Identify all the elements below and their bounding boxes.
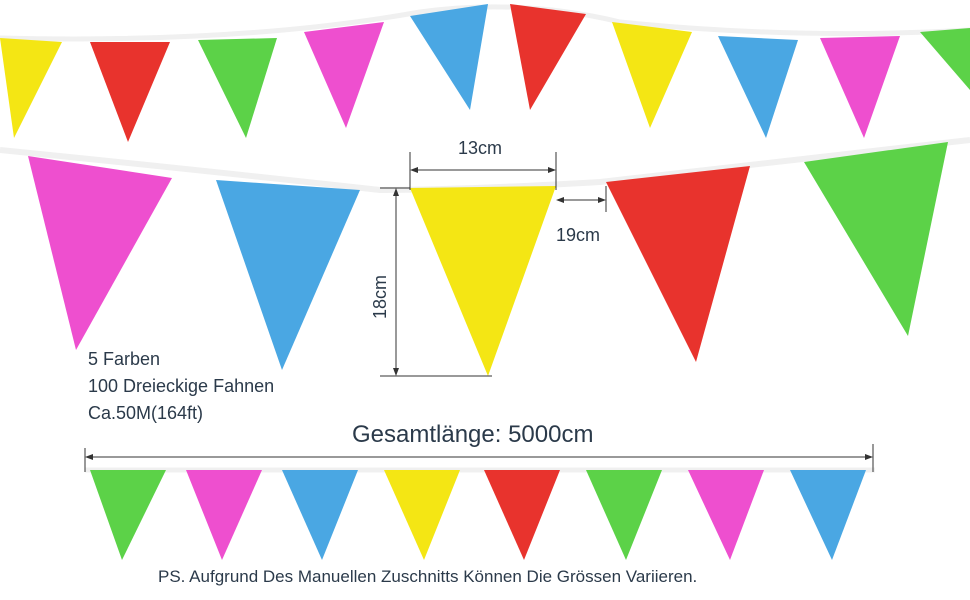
flag-magenta xyxy=(688,470,764,560)
top-row-flags xyxy=(0,4,970,142)
flag-magenta xyxy=(304,22,384,128)
flag-yellow xyxy=(384,470,460,560)
flag-magenta xyxy=(820,36,900,138)
width-label: 13cm xyxy=(458,138,503,158)
flag-yellow xyxy=(612,22,692,128)
total-length-label: Gesamtlänge: 5000cm xyxy=(352,421,594,448)
flag-green xyxy=(198,38,277,138)
middle-row-flags xyxy=(28,142,948,376)
flag-red xyxy=(90,42,170,142)
flag-yellow xyxy=(0,38,62,138)
flag-magenta xyxy=(28,156,172,350)
flag-green xyxy=(920,28,970,90)
info-length: Ca.50M(164ft) xyxy=(88,403,204,423)
flag-green xyxy=(804,142,948,336)
flag-red xyxy=(484,470,560,560)
info-flag-count: 100 Dreieckige Fahnen xyxy=(88,376,275,396)
flag-magenta xyxy=(186,470,262,560)
flag-green xyxy=(586,470,662,560)
info-colors: 5 Farben xyxy=(88,349,161,369)
flag-blue xyxy=(216,180,360,370)
flag-blue xyxy=(790,470,866,560)
flag-yellow xyxy=(410,186,556,376)
flag-green xyxy=(90,470,166,560)
top-string xyxy=(0,4,970,42)
bottom-row-flags xyxy=(90,470,866,560)
flag-blue xyxy=(410,4,488,110)
size-note: PS. Aufgrund Des Manuellen Zuschnitts Kö… xyxy=(158,567,698,586)
dimension-lines xyxy=(84,152,874,472)
gap-label: 19cm xyxy=(556,225,601,245)
flag-red xyxy=(510,4,586,110)
height-label: 18cm xyxy=(370,274,391,320)
flag-red xyxy=(606,166,750,362)
flag-blue xyxy=(282,470,358,560)
flag-blue xyxy=(718,36,798,138)
